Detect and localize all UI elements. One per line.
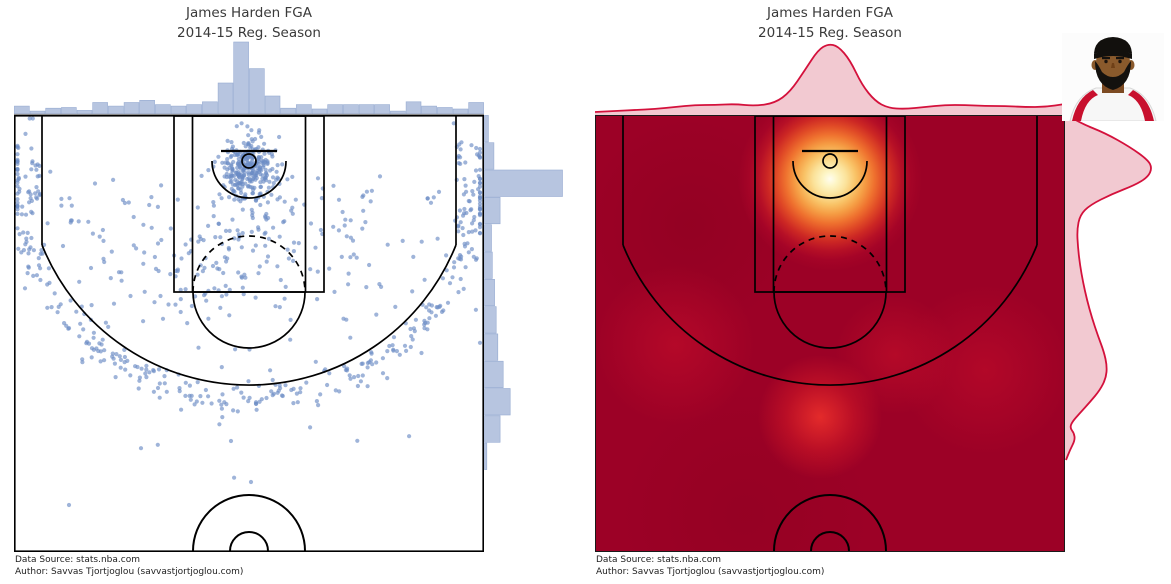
scatter-points-layer — [14, 115, 484, 552]
author-text: Author: Savvas Tjortjoglou (savvastjortj… — [15, 566, 244, 577]
author-text: Author: Savvas Tjortjoglou (savvastjortj… — [596, 566, 825, 577]
scatter-footer: Data Source: stats.nba.com Author: Savva… — [15, 555, 243, 578]
halfcourt-lines — [621, 115, 1039, 552]
scatter-right-marginal-histogram — [484, 115, 563, 470]
kde-court-lines-layer — [595, 115, 1065, 552]
james-harden-headshot-icon — [1062, 33, 1164, 121]
plot-border — [14, 115, 484, 552]
scatter-court-plot — [14, 115, 484, 552]
kde-right-marginal-curve — [1065, 115, 1152, 461]
kde-footer: Data Source: stats.nba.com Author: Savva… — [596, 555, 824, 578]
kde-top-marginal-curve — [595, 43, 1065, 115]
scatter-panel: James Harden FGA 2014-15 Reg. Season Dat… — [0, 0, 585, 584]
data-source-text: Data Source: stats.nba.com — [15, 555, 140, 565]
scatter-title-line2: 2014-15 Reg. Season — [177, 24, 321, 41]
kde-title: James Harden FGA 2014-15 Reg. Season — [595, 4, 1065, 43]
plot-border — [595, 115, 1065, 552]
kde-title-line2: 2014-15 Reg. Season — [758, 24, 902, 41]
kde-panel: James Harden FGA 2014-15 Reg. Season — [585, 0, 1171, 584]
scatter-title: James Harden FGA 2014-15 Reg. Season — [14, 4, 484, 43]
scatter-top-marginal-histogram — [14, 41, 484, 115]
kde-title-line1: James Harden FGA — [767, 5, 893, 21]
data-source-text: Data Source: stats.nba.com — [596, 555, 721, 565]
kde-heatmap-court-plot — [595, 115, 1065, 552]
scatter-title-line1: James Harden FGA — [186, 5, 312, 21]
